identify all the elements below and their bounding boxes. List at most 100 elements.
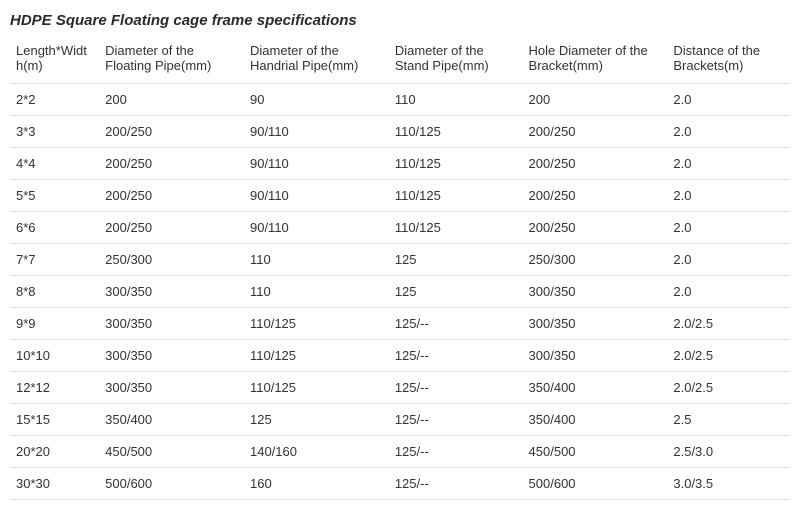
table-cell: 125 — [244, 404, 389, 436]
table-cell: 2.0/2.5 — [667, 372, 790, 404]
table-cell: 300/350 — [523, 308, 668, 340]
table-cell: 2.0/2.5 — [667, 340, 790, 372]
col-header: Distance of the Brackets(m) — [667, 37, 790, 84]
table-cell: 90/110 — [244, 212, 389, 244]
table-cell: 300/350 — [99, 340, 244, 372]
table-cell: 4*4 — [10, 148, 99, 180]
table-row: 2*2200901102002.0 — [10, 84, 790, 116]
table-row: 20*20450/500140/160125/--450/5002.5/3.0 — [10, 436, 790, 468]
table-cell: 110/125 — [389, 212, 523, 244]
table-cell: 90/110 — [244, 148, 389, 180]
table-cell: 200/250 — [99, 116, 244, 148]
table-row: 12*12300/350110/125125/--350/4002.0/2.5 — [10, 372, 790, 404]
table-cell: 90/110 — [244, 116, 389, 148]
table-cell: 2.0 — [667, 212, 790, 244]
table-cell: 110/125 — [389, 148, 523, 180]
table-cell: 90 — [244, 84, 389, 116]
table-cell: 300/350 — [523, 340, 668, 372]
col-header: Hole Diameter of the Bracket(mm) — [523, 37, 668, 84]
specs-table: Length*Width(m) Diameter of the Floating… — [10, 37, 790, 500]
table-row: 10*10300/350110/125125/--300/3502.0/2.5 — [10, 340, 790, 372]
table-cell: 2*2 — [10, 84, 99, 116]
table-cell: 2.0 — [667, 276, 790, 308]
table-body: 2*2200901102002.03*3200/25090/110110/125… — [10, 84, 790, 500]
table-cell: 110/125 — [389, 180, 523, 212]
table-cell: 7*7 — [10, 244, 99, 276]
table-cell: 125 — [389, 276, 523, 308]
table-cell: 125/-- — [389, 404, 523, 436]
table-cell: 110 — [389, 84, 523, 116]
table-row: 4*4200/25090/110110/125200/2502.0 — [10, 148, 790, 180]
table-row: 9*9300/350110/125125/--300/3502.0/2.5 — [10, 308, 790, 340]
table-row: 5*5200/25090/110110/125200/2502.0 — [10, 180, 790, 212]
table-cell: 90/110 — [244, 180, 389, 212]
table-cell: 125/-- — [389, 468, 523, 500]
table-cell: 300/350 — [523, 276, 668, 308]
table-title: HDPE Square Floating cage frame specific… — [10, 8, 790, 37]
table-cell: 110/125 — [389, 116, 523, 148]
table-cell: 450/500 — [523, 436, 668, 468]
col-header: Diameter of the Handrial Pipe(mm) — [244, 37, 389, 84]
table-cell: 300/350 — [99, 372, 244, 404]
table-cell: 200/250 — [99, 180, 244, 212]
table-cell: 110/125 — [244, 340, 389, 372]
table-row: 15*15350/400125125/--350/4002.5 — [10, 404, 790, 436]
table-cell: 8*8 — [10, 276, 99, 308]
table-row: 6*6200/25090/110110/125200/2502.0 — [10, 212, 790, 244]
table-header-row: Length*Width(m) Diameter of the Floating… — [10, 37, 790, 84]
table-cell: 30*30 — [10, 468, 99, 500]
table-cell: 160 — [244, 468, 389, 500]
table-cell: 3.0/3.5 — [667, 468, 790, 500]
table-cell: 200 — [99, 84, 244, 116]
table-cell: 10*10 — [10, 340, 99, 372]
table-cell: 350/400 — [523, 404, 668, 436]
table-cell: 110/125 — [244, 372, 389, 404]
table-cell: 15*15 — [10, 404, 99, 436]
table-cell: 125/-- — [389, 340, 523, 372]
table-cell: 20*20 — [10, 436, 99, 468]
table-cell: 2.5/3.0 — [667, 436, 790, 468]
table-cell: 2.0 — [667, 84, 790, 116]
table-cell: 5*5 — [10, 180, 99, 212]
table-row: 3*3200/25090/110110/125200/2502.0 — [10, 116, 790, 148]
table-cell: 200/250 — [523, 148, 668, 180]
table-cell: 3*3 — [10, 116, 99, 148]
table-cell: 125/-- — [389, 436, 523, 468]
table-row: 30*30500/600160125/--500/6003.0/3.5 — [10, 468, 790, 500]
table-cell: 125/-- — [389, 372, 523, 404]
table-cell: 2.0 — [667, 180, 790, 212]
table-cell: 350/400 — [99, 404, 244, 436]
table-cell: 6*6 — [10, 212, 99, 244]
table-cell: 200/250 — [99, 212, 244, 244]
table-cell: 200/250 — [99, 148, 244, 180]
table-cell: 200/250 — [523, 116, 668, 148]
table-cell: 125/-- — [389, 308, 523, 340]
table-cell: 500/600 — [523, 468, 668, 500]
table-cell: 125 — [389, 244, 523, 276]
table-cell: 2.5 — [667, 404, 790, 436]
table-cell: 300/350 — [99, 276, 244, 308]
table-cell: 2.0 — [667, 116, 790, 148]
table-row: 7*7250/300110125250/3002.0 — [10, 244, 790, 276]
table-cell: 2.0 — [667, 244, 790, 276]
table-cell: 9*9 — [10, 308, 99, 340]
table-cell: 200 — [523, 84, 668, 116]
table-cell: 2.0/2.5 — [667, 308, 790, 340]
table-cell: 200/250 — [523, 180, 668, 212]
col-header: Length*Width(m) — [10, 37, 99, 84]
table-cell: 110/125 — [244, 308, 389, 340]
col-header: Diameter of the Floating Pipe(mm) — [99, 37, 244, 84]
table-cell: 250/300 — [99, 244, 244, 276]
table-cell: 450/500 — [99, 436, 244, 468]
table-cell: 140/160 — [244, 436, 389, 468]
table-cell: 250/300 — [523, 244, 668, 276]
table-cell: 200/250 — [523, 212, 668, 244]
table-cell: 500/600 — [99, 468, 244, 500]
table-row: 8*8300/350110125300/3502.0 — [10, 276, 790, 308]
table-cell: 110 — [244, 244, 389, 276]
table-cell: 110 — [244, 276, 389, 308]
table-cell: 2.0 — [667, 148, 790, 180]
col-header: Diameter of the Stand Pipe(mm) — [389, 37, 523, 84]
table-cell: 12*12 — [10, 372, 99, 404]
table-cell: 300/350 — [99, 308, 244, 340]
